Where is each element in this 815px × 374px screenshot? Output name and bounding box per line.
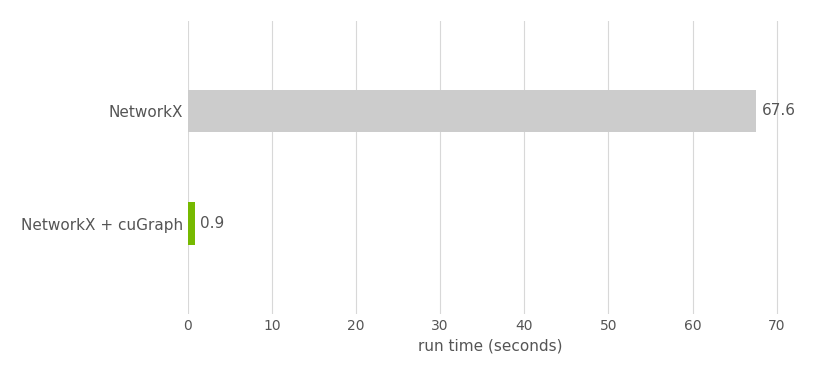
Bar (187, 89, 756, 132)
X-axis label: run time (seconds): run time (seconds) (418, 338, 563, 353)
Text: 67.6: 67.6 (761, 104, 795, 119)
Bar (187, 202, 196, 245)
Text: 0.9: 0.9 (200, 216, 225, 231)
